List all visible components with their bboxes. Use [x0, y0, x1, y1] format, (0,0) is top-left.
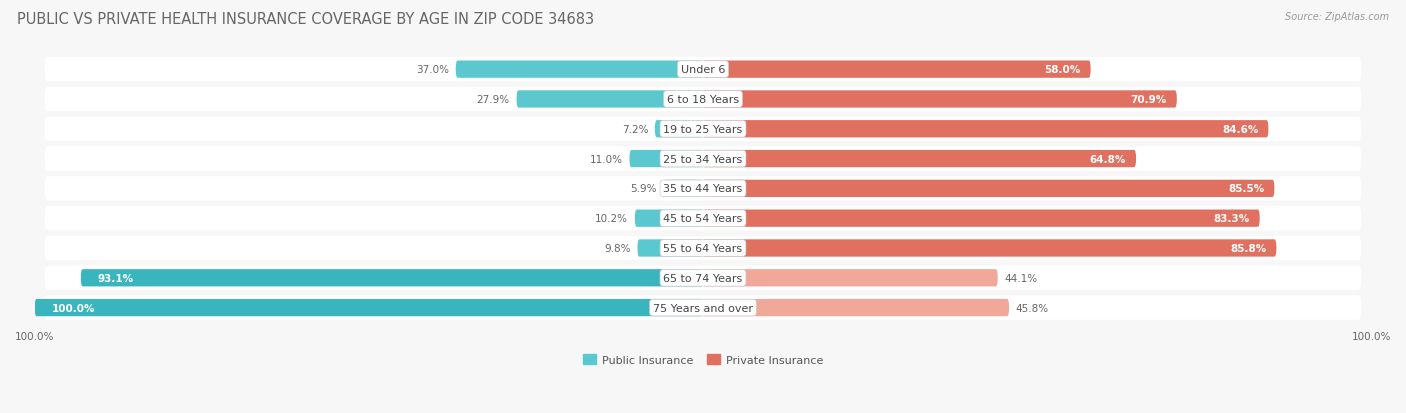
Text: 84.6%: 84.6% — [1222, 124, 1258, 134]
FancyBboxPatch shape — [45, 117, 1361, 142]
Text: 5.9%: 5.9% — [630, 184, 657, 194]
FancyBboxPatch shape — [516, 91, 703, 108]
FancyBboxPatch shape — [45, 58, 1361, 82]
FancyBboxPatch shape — [45, 88, 1361, 112]
FancyBboxPatch shape — [630, 151, 703, 168]
Text: 11.0%: 11.0% — [589, 154, 623, 164]
FancyBboxPatch shape — [655, 121, 703, 138]
Text: 70.9%: 70.9% — [1130, 95, 1167, 105]
FancyBboxPatch shape — [664, 180, 703, 197]
Text: 7.2%: 7.2% — [621, 124, 648, 134]
FancyBboxPatch shape — [703, 240, 1277, 257]
FancyBboxPatch shape — [80, 270, 703, 287]
FancyBboxPatch shape — [45, 296, 1361, 320]
Text: 19 to 25 Years: 19 to 25 Years — [664, 124, 742, 134]
Text: 35 to 44 Years: 35 to 44 Years — [664, 184, 742, 194]
FancyBboxPatch shape — [703, 270, 998, 287]
Text: 85.8%: 85.8% — [1230, 243, 1267, 253]
FancyBboxPatch shape — [637, 240, 703, 257]
Text: Under 6: Under 6 — [681, 65, 725, 75]
FancyBboxPatch shape — [45, 266, 1361, 290]
FancyBboxPatch shape — [703, 91, 1177, 108]
Text: 45.8%: 45.8% — [1015, 303, 1049, 313]
Text: 44.1%: 44.1% — [1004, 273, 1038, 283]
Text: 65 to 74 Years: 65 to 74 Years — [664, 273, 742, 283]
Text: 45 to 54 Years: 45 to 54 Years — [664, 214, 742, 223]
Text: Source: ZipAtlas.com: Source: ZipAtlas.com — [1285, 12, 1389, 22]
FancyBboxPatch shape — [45, 236, 1361, 261]
FancyBboxPatch shape — [703, 210, 1260, 227]
FancyBboxPatch shape — [456, 62, 703, 78]
Text: 55 to 64 Years: 55 to 64 Years — [664, 243, 742, 253]
Text: PUBLIC VS PRIVATE HEALTH INSURANCE COVERAGE BY AGE IN ZIP CODE 34683: PUBLIC VS PRIVATE HEALTH INSURANCE COVER… — [17, 12, 593, 27]
Text: 58.0%: 58.0% — [1045, 65, 1081, 75]
FancyBboxPatch shape — [703, 151, 1136, 168]
Text: 64.8%: 64.8% — [1090, 154, 1126, 164]
FancyBboxPatch shape — [703, 180, 1274, 197]
Text: 83.3%: 83.3% — [1213, 214, 1250, 223]
Text: 27.9%: 27.9% — [477, 95, 510, 105]
Legend: Public Insurance, Private Insurance: Public Insurance, Private Insurance — [579, 350, 827, 369]
Text: 25 to 34 Years: 25 to 34 Years — [664, 154, 742, 164]
FancyBboxPatch shape — [45, 147, 1361, 171]
FancyBboxPatch shape — [45, 177, 1361, 201]
FancyBboxPatch shape — [636, 210, 703, 227]
FancyBboxPatch shape — [703, 121, 1268, 138]
Text: 93.1%: 93.1% — [97, 273, 134, 283]
FancyBboxPatch shape — [45, 206, 1361, 231]
FancyBboxPatch shape — [703, 299, 1010, 316]
Text: 6 to 18 Years: 6 to 18 Years — [666, 95, 740, 105]
FancyBboxPatch shape — [35, 299, 703, 316]
FancyBboxPatch shape — [703, 62, 1091, 78]
Text: 85.5%: 85.5% — [1227, 184, 1264, 194]
Text: 75 Years and over: 75 Years and over — [652, 303, 754, 313]
Text: 100.0%: 100.0% — [52, 303, 94, 313]
Text: 9.8%: 9.8% — [605, 243, 631, 253]
Text: 37.0%: 37.0% — [416, 65, 449, 75]
Text: 10.2%: 10.2% — [595, 214, 628, 223]
